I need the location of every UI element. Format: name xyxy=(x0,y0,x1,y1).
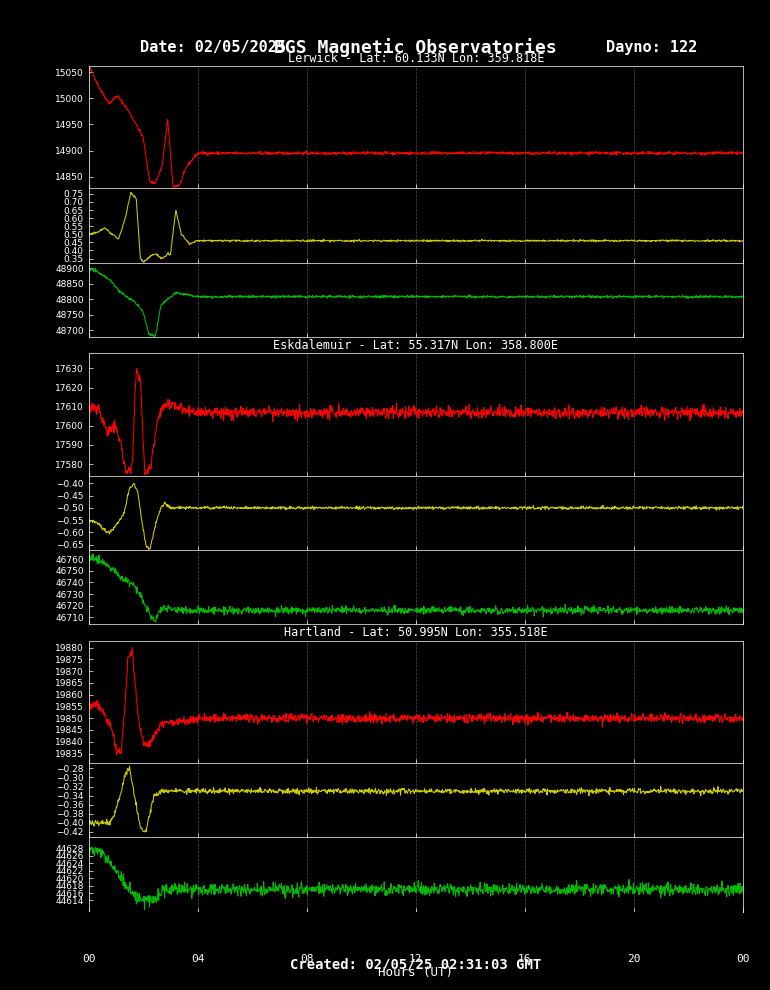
Title: Eskdalemuir - Lat: 55.317N Lon: 358.800E: Eskdalemuir - Lat: 55.317N Lon: 358.800E xyxy=(273,339,558,352)
X-axis label: Hours (UT): Hours (UT) xyxy=(378,966,454,979)
Text: Dayno: 122: Dayno: 122 xyxy=(606,40,697,54)
Title: Hartland - Lat: 50.995N Lon: 355.518E: Hartland - Lat: 50.995N Lon: 355.518E xyxy=(284,627,547,640)
Text: Created: 02/05/25 02:31:03 GMT: Created: 02/05/25 02:31:03 GMT xyxy=(290,957,541,971)
Title: Lerwick - Lat: 60.133N Lon: 359.818E: Lerwick - Lat: 60.133N Lon: 359.818E xyxy=(287,51,544,64)
Text: BGS Magnetic Observatories: BGS Magnetic Observatories xyxy=(274,38,557,56)
Text: Date: 02/05/2025: Date: 02/05/2025 xyxy=(140,40,286,54)
